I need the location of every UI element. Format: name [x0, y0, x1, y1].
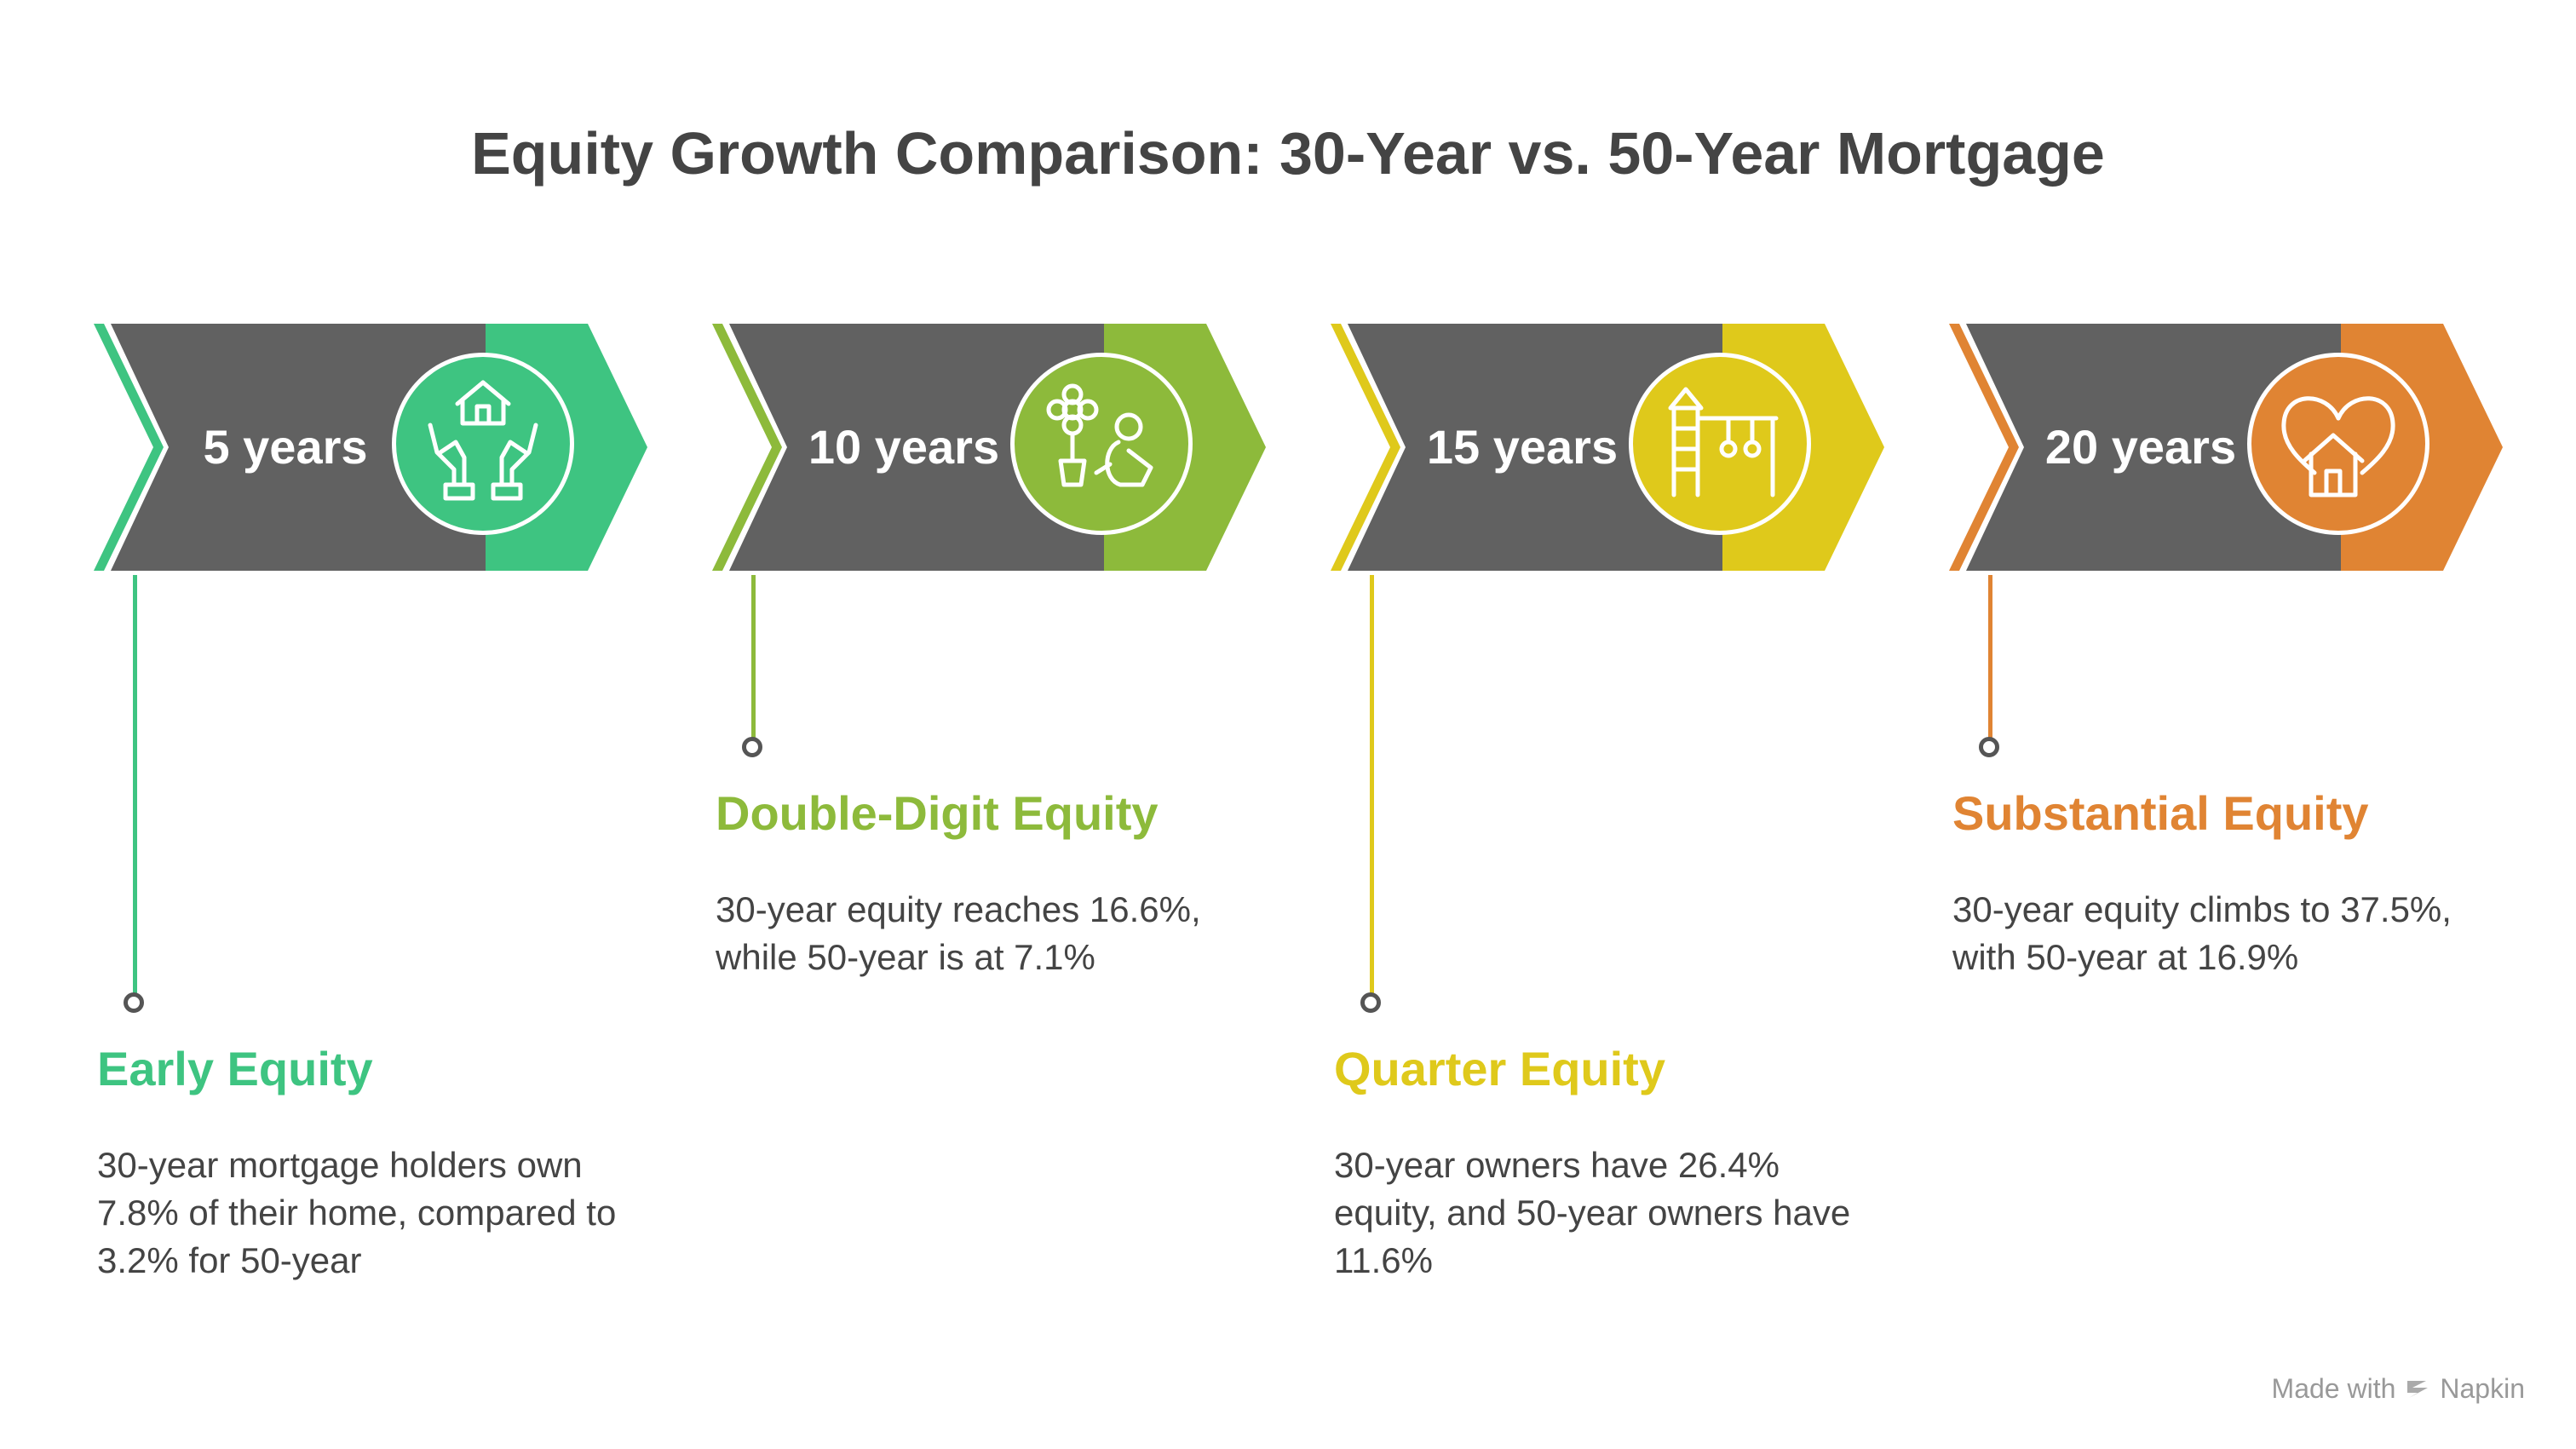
timeline-dot — [1979, 737, 1999, 757]
heart-house-icon — [2247, 353, 2429, 535]
timeline-stem — [751, 575, 756, 754]
timeline-dot — [742, 737, 762, 757]
timeline-stem — [133, 575, 137, 1009]
flower-child-icon — [1010, 353, 1193, 535]
hands-house-icon — [392, 353, 574, 535]
years-label: 5 years — [203, 420, 368, 474]
stage-description: 30-year owners have 26.4% equity, and 50… — [1334, 1145, 1851, 1280]
timeline-stem — [1370, 575, 1374, 1009]
timeline-dot — [1360, 992, 1381, 1013]
stage-15-years: 15 years — [1331, 324, 1884, 571]
stage-heading: Early Equity — [97, 1042, 373, 1095]
stage-heading: Double-Digit Equity — [716, 786, 1159, 840]
stage-10-years: 10 years — [712, 324, 1266, 571]
stage-description: 30-year equity climbs to 37.5%, with 50-… — [1952, 889, 2452, 977]
stage-description: 30-year mortgage holders own 7.8% of the… — [97, 1145, 617, 1280]
stage-heading: Substantial Equity — [1952, 786, 2369, 840]
timeline-dot — [124, 992, 144, 1013]
years-label: 15 years — [1426, 420, 1619, 474]
made-with-label: Made with — [2271, 1373, 2396, 1404]
napkin-logo-icon — [2407, 1380, 2429, 1398]
playground-icon — [1629, 353, 1811, 535]
made-with-napkin-branding[interactable]: Made with Napkin — [2272, 1373, 2525, 1405]
timeline-stem — [1988, 575, 1992, 754]
stage-20-years: 20 years — [1949, 324, 2503, 571]
napkin-brand-name: Napkin — [2440, 1373, 2525, 1404]
stage-heading: Quarter Equity — [1334, 1042, 1665, 1095]
years-label: 20 years — [2044, 420, 2237, 474]
stage-5-years: 5 years — [94, 324, 647, 571]
page-title: Equity Growth Comparison: 30-Year vs. 50… — [471, 120, 2105, 187]
years-label: 10 years — [808, 420, 1000, 474]
stage-description: 30-year equity reaches 16.6%, while 50-y… — [716, 889, 1201, 977]
